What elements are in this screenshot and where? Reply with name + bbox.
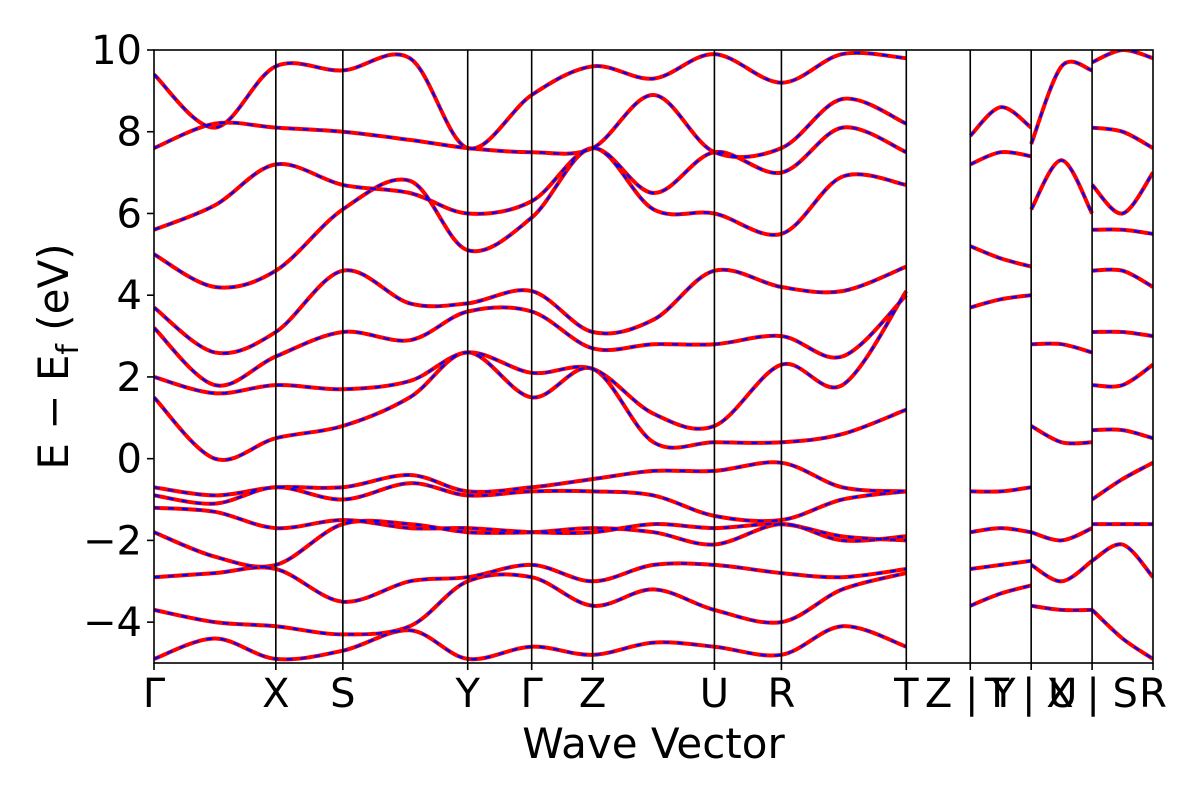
- band-line-dashed-39: [1091, 171, 1153, 215]
- band-line-dashed-20: [969, 245, 1032, 268]
- x-tick-label: S: [330, 671, 355, 717]
- band-line-dashed-36: [1092, 330, 1153, 338]
- y-axis-label: E − Ef (eV): [29, 243, 86, 469]
- plot-frame: [153, 49, 1154, 664]
- band-line-solid-2: [154, 561, 907, 604]
- band-line-dashed-38: [1092, 228, 1153, 235]
- x-tick-label: Y: [454, 671, 480, 717]
- y-tick-label: −2: [83, 518, 142, 564]
- band-line-dashed-37: [1092, 268, 1153, 288]
- band-line-solid-24: [1030, 559, 1094, 584]
- band-line-dashed-1: [154, 572, 907, 636]
- y-tick-label: 8: [117, 110, 142, 156]
- y-tick-label: 10: [91, 28, 142, 74]
- y-tick-label: 4: [117, 273, 142, 319]
- x-tick-label: Z | Y: [925, 671, 1016, 717]
- y-axis-ticks: −4 −2 0 2 4 6 8 10: [83, 28, 154, 646]
- x-tick-label: Γ: [143, 671, 166, 717]
- band-line-solid-39: [1090, 171, 1153, 216]
- band-line-solid-13: [154, 92, 908, 160]
- band-line-dashed-0: [154, 625, 907, 661]
- band-line-dashed-40: [1091, 126, 1153, 150]
- band-line-solid-22: [968, 105, 1033, 138]
- y-axis-label-main: E − E: [29, 355, 78, 470]
- x-tick-label: R: [1139, 671, 1167, 717]
- x-tick-label: T: [893, 671, 919, 717]
- y-tick-label: −4: [83, 600, 142, 646]
- band-line-dashed-17: [970, 526, 1032, 534]
- band-line-dashed-22: [969, 106, 1032, 137]
- band-line-dashed-26: [1030, 425, 1093, 445]
- y-tick-label: 6: [117, 191, 142, 237]
- y-tick-label: 0: [117, 437, 142, 483]
- band-line-solid-29: [1029, 59, 1093, 145]
- y-tick-label: 2: [117, 355, 142, 401]
- band-line-solid-0: [154, 624, 907, 662]
- x-tick-label: X | S: [1046, 671, 1138, 717]
- band-line-solid-14: [154, 50, 907, 151]
- band-line-solid-19: [969, 293, 1032, 310]
- band-line-solid-7: [154, 350, 908, 462]
- band-line-solid-25: [1030, 526, 1093, 543]
- band-line-dashed-29: [1030, 60, 1093, 145]
- band-line-dashed-41: [1091, 50, 1153, 64]
- band-line-dashed-14: [154, 51, 907, 150]
- band-line-solid-15: [969, 583, 1032, 608]
- band-line-dashed-16: [970, 559, 1032, 571]
- band-line-solid-41: [1091, 50, 1153, 65]
- band-line-dashed-7: [154, 351, 907, 462]
- band-line-solid-4: [154, 505, 907, 543]
- x-tick-label: Z: [579, 671, 606, 717]
- band-line-dashed-21: [969, 150, 1032, 166]
- band-line-solid-21: [969, 149, 1032, 167]
- band-line-dashed-18: [970, 486, 1032, 493]
- y-axis-label-subscript: f: [51, 343, 86, 355]
- band-line-dashed-30: [1091, 609, 1153, 660]
- band-line-solid-28: [1029, 158, 1094, 215]
- band-line-solid-33: [1090, 461, 1153, 502]
- x-tick-label: X: [262, 671, 289, 717]
- band-line-dashed-25: [1030, 527, 1093, 542]
- band-line-solid-20: [969, 244, 1032, 269]
- band-line-dashed-23: [1031, 604, 1093, 612]
- band-line-dashed-27: [1031, 342, 1093, 354]
- band-line-solid-35: [1091, 363, 1153, 389]
- band-line-dashed-8: [154, 290, 908, 430]
- band-line-dashed-19: [970, 294, 1032, 309]
- x-tick-label: R: [768, 671, 796, 717]
- band-lines: [154, 50, 1153, 662]
- x-tick-label: T | U: [984, 671, 1078, 717]
- band-line-dashed-31: [1091, 543, 1153, 578]
- band-line-solid-26: [1030, 424, 1093, 446]
- x-axis-label: Wave Vector: [522, 719, 785, 768]
- high-symmetry-lines: [275, 50, 1093, 663]
- band-line-dashed-15: [969, 584, 1032, 607]
- band-line-dashed-28: [1030, 159, 1094, 215]
- band-line-solid-31: [1090, 542, 1153, 579]
- y-axis-label-unit: (eV): [29, 243, 78, 344]
- x-tick-label: U: [700, 671, 729, 717]
- band-line-dashed-34: [1092, 428, 1153, 440]
- band-line-solid-30: [1090, 608, 1153, 661]
- band-line-dashed-35: [1092, 363, 1153, 388]
- band-line-solid-37: [1092, 267, 1153, 289]
- x-tick-label: Γ: [521, 671, 544, 717]
